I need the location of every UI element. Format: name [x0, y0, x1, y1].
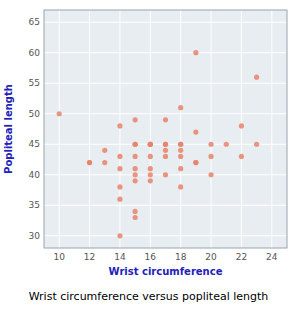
point [133, 215, 138, 220]
point [133, 178, 138, 183]
point [87, 160, 92, 165]
point [239, 123, 244, 128]
x-tick-label: 12 [84, 252, 95, 262]
y-tick-label: 40 [29, 170, 41, 180]
point [57, 111, 62, 116]
x-tick-label: 10 [53, 252, 65, 262]
point [163, 142, 168, 147]
y-grid-line [44, 113, 287, 114]
x-grid-line [241, 10, 242, 248]
chart-container: 10 12 14 16 18 20 22 24 30 35 40 45 50 55 60 65 Wrist ci… [0, 0, 297, 312]
point [87, 160, 92, 165]
plot-frame [44, 10, 287, 248]
point [163, 172, 168, 177]
point [163, 148, 168, 153]
point [254, 75, 259, 80]
point [193, 50, 198, 55]
x-tick-label: 22 [236, 252, 247, 262]
x-tick-label: 14 [114, 252, 126, 262]
point [224, 142, 229, 147]
x-tick-label: 24 [266, 252, 278, 262]
point [254, 142, 259, 147]
point [117, 154, 122, 159]
point [163, 117, 168, 122]
point [117, 233, 122, 238]
point [148, 142, 153, 147]
point [133, 117, 138, 122]
y-tick-label: 45 [29, 139, 40, 149]
y-grid-line [44, 205, 287, 206]
y-tick-label: 35 [29, 200, 40, 210]
point [178, 166, 183, 171]
point [133, 142, 138, 147]
point [117, 166, 122, 171]
x-grid-line [59, 10, 60, 248]
y-tick-label: 60 [29, 48, 41, 58]
y-tick-label: 50 [29, 109, 41, 119]
y-tick-label: 30 [29, 231, 41, 241]
x-grid-line [119, 10, 120, 248]
point [178, 142, 183, 147]
point [193, 129, 198, 134]
point [178, 142, 183, 147]
point [239, 154, 244, 159]
y-grid-line [44, 83, 287, 84]
grid [44, 10, 287, 248]
point [193, 160, 198, 165]
x-tick-label: 20 [205, 252, 217, 262]
point [133, 142, 138, 147]
x-grid-line [150, 10, 151, 248]
point [148, 154, 153, 159]
title: Wrist circumference versus popliteal len… [29, 290, 269, 303]
plot-background [44, 10, 287, 248]
y-axis-label: Popliteal length [3, 84, 14, 174]
point [148, 172, 153, 177]
point [178, 184, 183, 189]
x-axis-label: Wrist circumference [109, 266, 223, 277]
point [178, 105, 183, 110]
x-tick-label: 18 [175, 252, 187, 262]
point [208, 154, 213, 159]
point [208, 172, 213, 177]
point [133, 166, 138, 171]
x-grid-line [271, 10, 272, 248]
point [133, 154, 138, 159]
point [148, 142, 153, 147]
point [178, 148, 183, 153]
y-grid-line [44, 22, 287, 23]
point [102, 160, 107, 165]
y-grid-line [44, 235, 287, 236]
point [163, 154, 168, 159]
x-grid-line [180, 10, 181, 248]
point [102, 148, 107, 153]
point [148, 142, 153, 147]
point [117, 123, 122, 128]
y-tick-label: 65 [29, 17, 40, 27]
point [178, 154, 183, 159]
chart: 10 12 14 16 18 20 22 24 30 35 40 45 50 55 60 65 Wrist ci… [0, 0, 297, 312]
point [133, 172, 138, 177]
x-grid-line [89, 10, 90, 248]
y-tick-label: 55 [29, 78, 40, 88]
x-grid-line [211, 10, 212, 248]
point [208, 142, 213, 147]
point [133, 209, 138, 214]
point [163, 142, 168, 147]
point [193, 160, 198, 165]
points [57, 50, 260, 238]
y-grid-line [44, 52, 287, 53]
point [148, 178, 153, 183]
point [117, 197, 122, 202]
point [117, 184, 122, 189]
x-tick-label: 16 [145, 252, 157, 262]
point [148, 166, 153, 171]
